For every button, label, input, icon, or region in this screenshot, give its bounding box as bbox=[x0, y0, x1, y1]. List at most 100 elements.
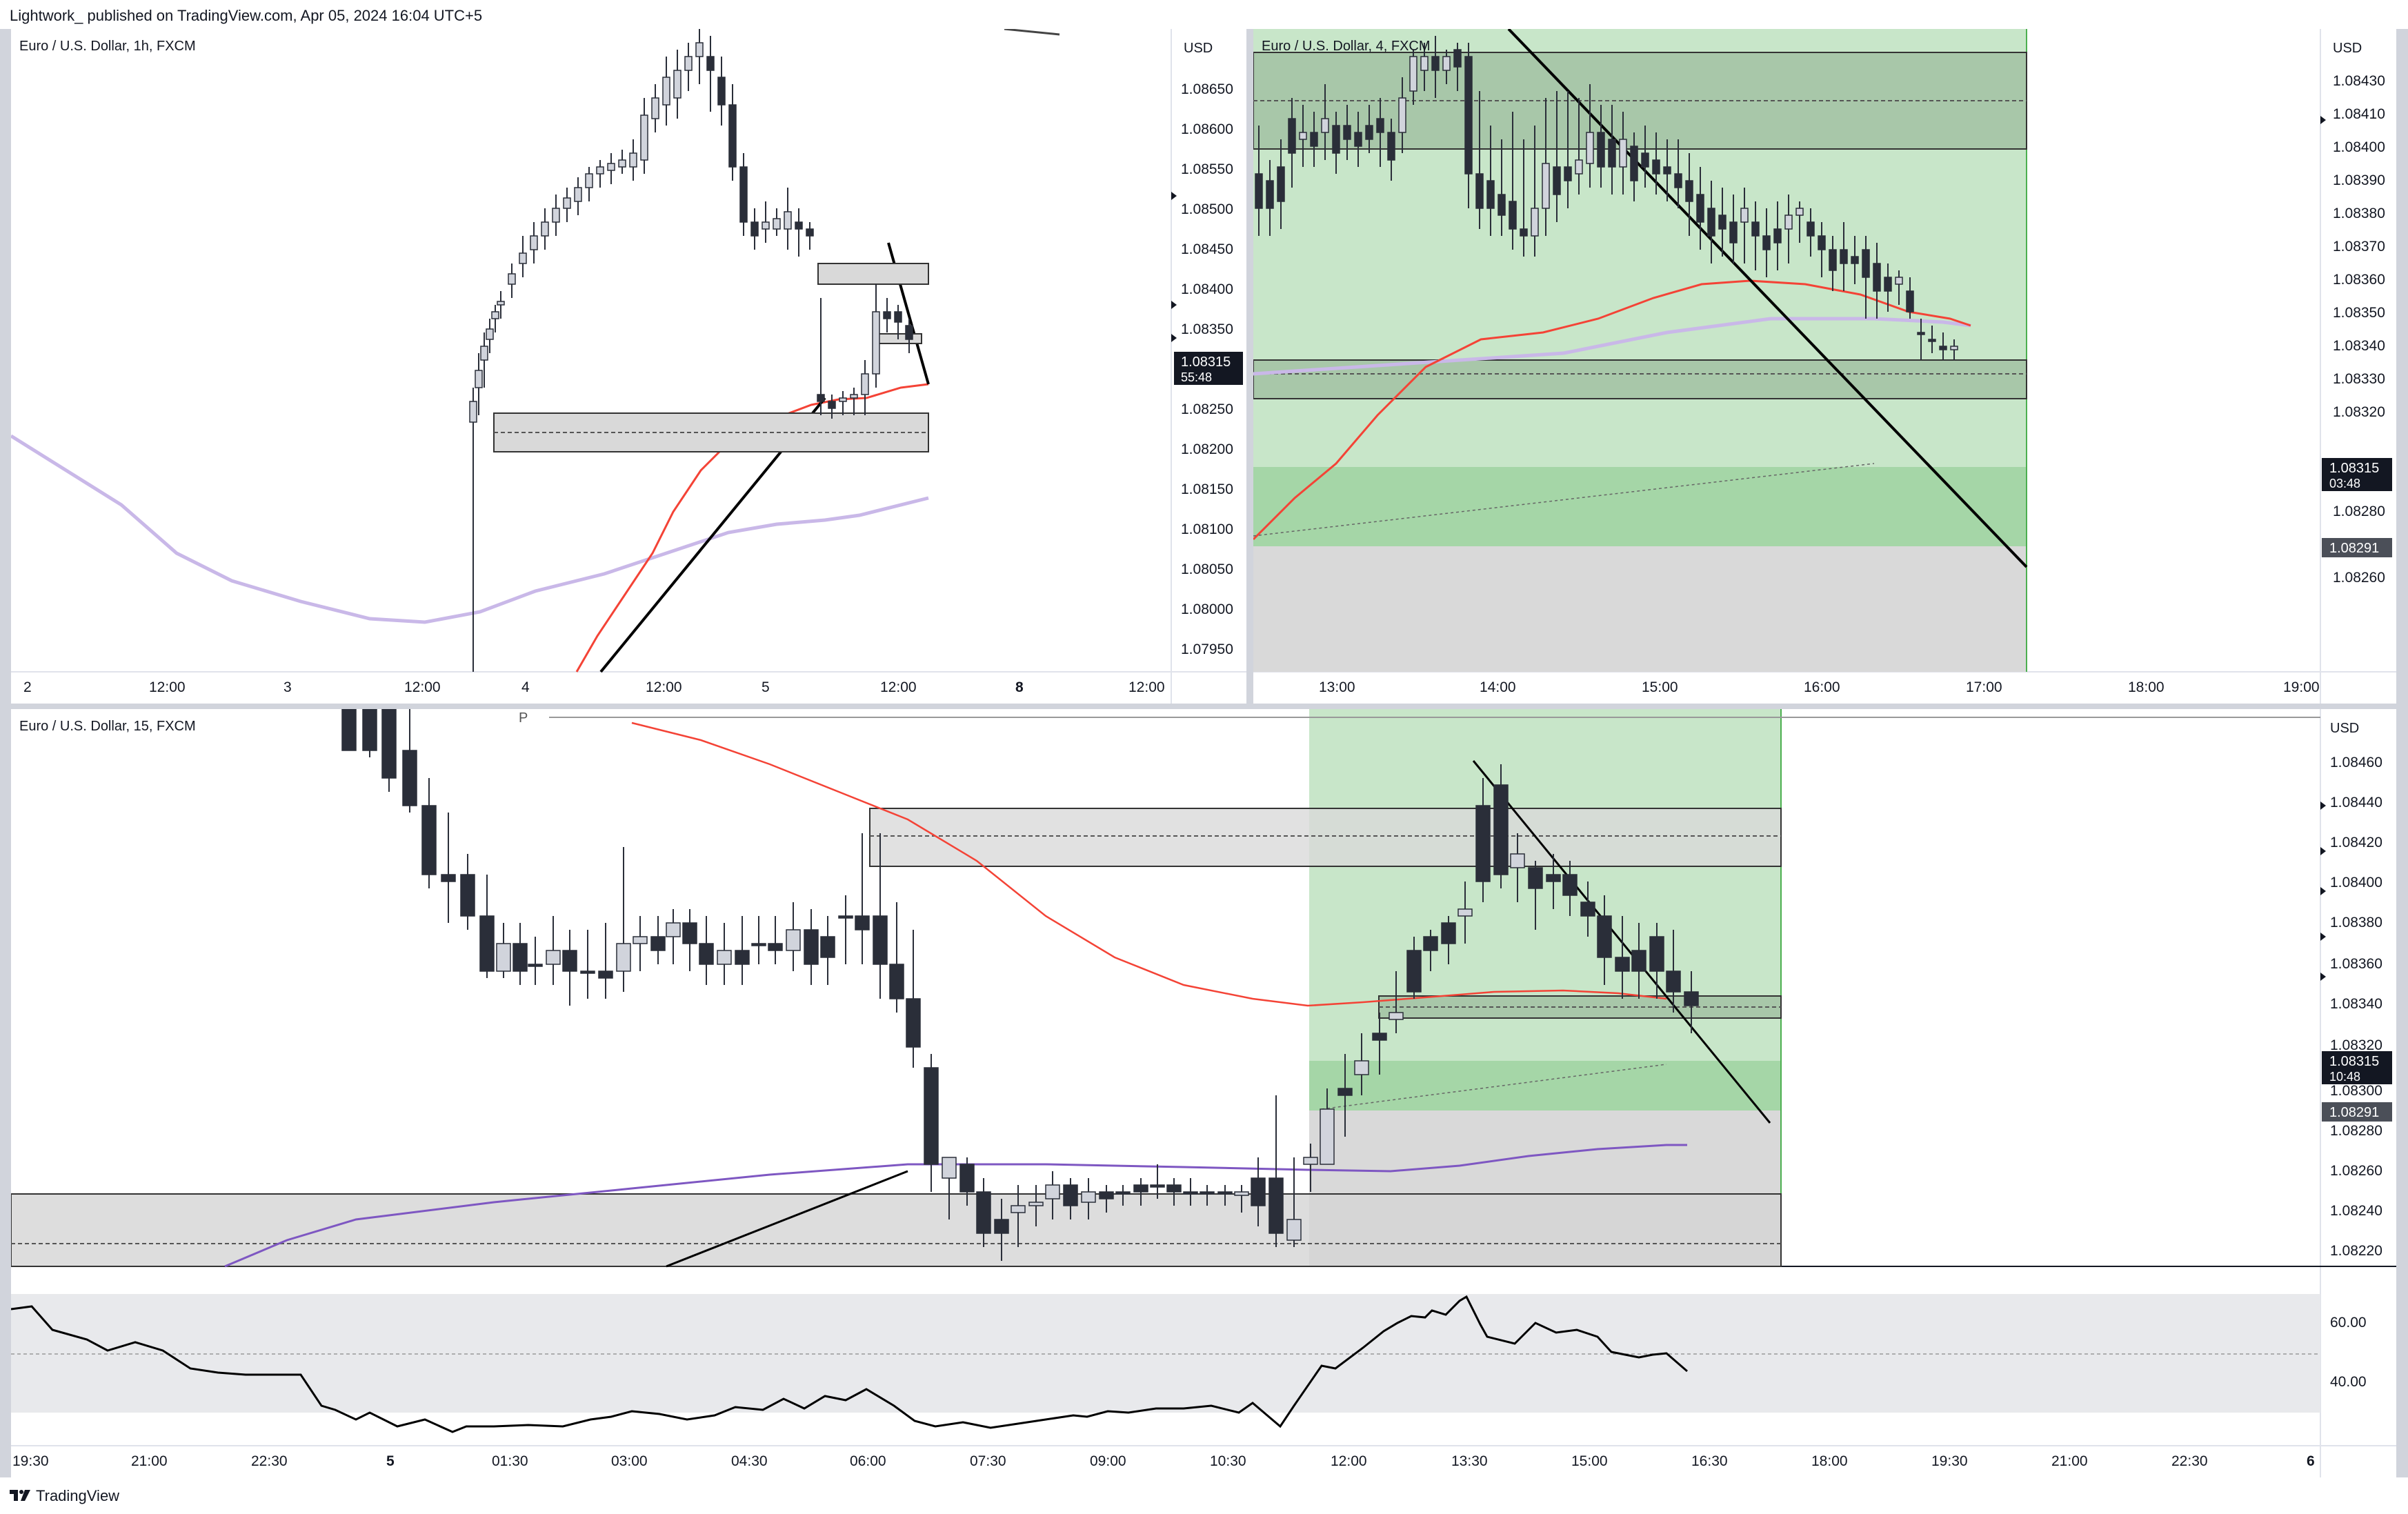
candle bbox=[682, 909, 697, 971]
candle bbox=[528, 937, 543, 985]
candle bbox=[1928, 326, 1936, 353]
alert-arrow-icon bbox=[2320, 933, 2326, 941]
candle bbox=[1266, 160, 1274, 236]
price-tick-label: 1.08360 bbox=[2330, 956, 2382, 972]
time-tick-label: 6 bbox=[2307, 1453, 2315, 1469]
time-tick-label: 18:00 bbox=[2128, 679, 2165, 695]
candle bbox=[1486, 126, 1495, 236]
price-tick-label: 1.08600 bbox=[1181, 121, 1233, 137]
candle bbox=[1251, 1157, 1266, 1226]
pivot-marker: P bbox=[519, 710, 528, 726]
price-tick-label: 1.08100 bbox=[1181, 521, 1233, 537]
oscillator-band bbox=[11, 1294, 2320, 1413]
time-tick-label: 12:00 bbox=[404, 679, 441, 695]
candle bbox=[883, 298, 891, 332]
candle bbox=[820, 916, 835, 985]
candle bbox=[717, 923, 732, 985]
ema-fast-line bbox=[1253, 279, 1971, 541]
candle bbox=[739, 153, 748, 236]
candle bbox=[1441, 916, 1456, 964]
candle bbox=[924, 1054, 939, 1192]
bar-countdown: 55:48 bbox=[1181, 370, 1212, 384]
candle bbox=[618, 150, 626, 174]
candle bbox=[804, 909, 819, 985]
candle bbox=[1217, 1185, 1233, 1206]
candle bbox=[496, 923, 511, 978]
candles-1h bbox=[469, 29, 913, 672]
time-tick-label: 16:30 bbox=[1691, 1453, 1728, 1469]
time-tick-label: 18:00 bbox=[1811, 1453, 1848, 1469]
candle bbox=[519, 236, 527, 277]
candle bbox=[1063, 1178, 1078, 1219]
candle bbox=[1707, 181, 1715, 263]
price-tick-label: 1.08340 bbox=[2330, 996, 2382, 1012]
price-tick-label: 1.08260 bbox=[2330, 1163, 2382, 1179]
time-tick-label: 07:30 bbox=[970, 1453, 1006, 1469]
candle bbox=[1829, 236, 1837, 291]
candle bbox=[1011, 1185, 1026, 1247]
chart-canvas-1h[interactable]: USD 1.08650 1.08600 1.08550 1.08500 1.08450 1… bbox=[11, 29, 1246, 704]
price-tick-label: 1.08250 bbox=[1181, 401, 1233, 417]
price-tick-label: 1.07950 bbox=[1181, 641, 1233, 657]
candle bbox=[1542, 98, 1550, 236]
candle bbox=[1376, 98, 1384, 167]
candle bbox=[1851, 236, 1859, 284]
candle bbox=[381, 709, 397, 792]
price-tick-label: 1.08050 bbox=[1181, 561, 1233, 577]
brand-name: TradingView bbox=[36, 1487, 120, 1504]
candle bbox=[475, 353, 483, 415]
candle bbox=[1150, 1164, 1165, 1199]
candle bbox=[872, 284, 880, 388]
candle bbox=[1528, 861, 1543, 930]
candle bbox=[1200, 1185, 1215, 1206]
time-tick-label: 15:00 bbox=[1571, 1453, 1608, 1469]
time-tick-label: 22:30 bbox=[251, 1453, 288, 1469]
time-tick-label: 12:00 bbox=[149, 679, 186, 695]
candle bbox=[662, 57, 670, 126]
publish-info: Lightwork_ published on TradingView.com,… bbox=[10, 7, 483, 24]
candle bbox=[480, 332, 488, 388]
candle bbox=[1115, 1185, 1131, 1206]
chart-panel-15m[interactable]: P USD 1.08460 1.08440 1.08420 1.08400 1.0838… bbox=[11, 709, 2396, 1477]
candle bbox=[1310, 112, 1318, 167]
candle bbox=[1288, 98, 1296, 188]
time-tick-label: 13:30 bbox=[1451, 1453, 1488, 1469]
chart-panel-1h[interactable]: USD 1.08650 1.08600 1.08550 1.08500 1.08450 1… bbox=[11, 29, 1246, 704]
candle bbox=[1818, 222, 1826, 277]
candle bbox=[1649, 923, 1664, 999]
candle bbox=[1580, 881, 1595, 937]
candle bbox=[828, 395, 836, 419]
candle bbox=[751, 916, 766, 964]
candle bbox=[855, 833, 870, 964]
candle bbox=[1575, 98, 1583, 195]
price-tick-label: 1.08240 bbox=[2330, 1203, 2382, 1219]
candle bbox=[1684, 971, 1699, 1033]
candle bbox=[1475, 91, 1484, 229]
time-tick-label: 17:00 bbox=[1966, 679, 2002, 695]
candle bbox=[1641, 126, 1649, 188]
chart-canvas-15m[interactable]: P USD 1.08460 1.08440 1.08420 1.08400 1.0838… bbox=[11, 709, 2396, 1477]
trendline-up bbox=[666, 1170, 908, 1268]
candle bbox=[1493, 764, 1509, 888]
candle bbox=[460, 854, 475, 930]
oscillator-tick-label: 40.00 bbox=[2330, 1374, 2367, 1390]
candle bbox=[1895, 270, 1903, 305]
candle bbox=[585, 167, 593, 201]
candle bbox=[1795, 201, 1804, 243]
candle bbox=[1652, 132, 1660, 195]
candle bbox=[1028, 1185, 1044, 1226]
chart-panel-4m[interactable]: USD 1.08430 1.08410 1.08400 1.08390 1.08380 1… bbox=[1253, 29, 2396, 704]
currency-label: USD bbox=[2330, 721, 2359, 736]
candle bbox=[762, 201, 770, 243]
candle bbox=[1423, 930, 1438, 971]
target-price-tag: 1.08291 bbox=[2329, 541, 2379, 556]
candles-4m bbox=[1255, 36, 1958, 360]
chart-canvas-4m[interactable]: USD 1.08430 1.08410 1.08400 1.08390 1.08380 1… bbox=[1253, 29, 2396, 704]
candle bbox=[768, 916, 783, 964]
price-tick-label: 1.08410 bbox=[2333, 106, 2385, 122]
candle bbox=[861, 360, 869, 415]
current-price-tag: 1.08315 bbox=[2329, 461, 2379, 476]
candle bbox=[1133, 1178, 1148, 1206]
candle bbox=[786, 902, 801, 971]
time-tick-label: 03:00 bbox=[611, 1453, 648, 1469]
